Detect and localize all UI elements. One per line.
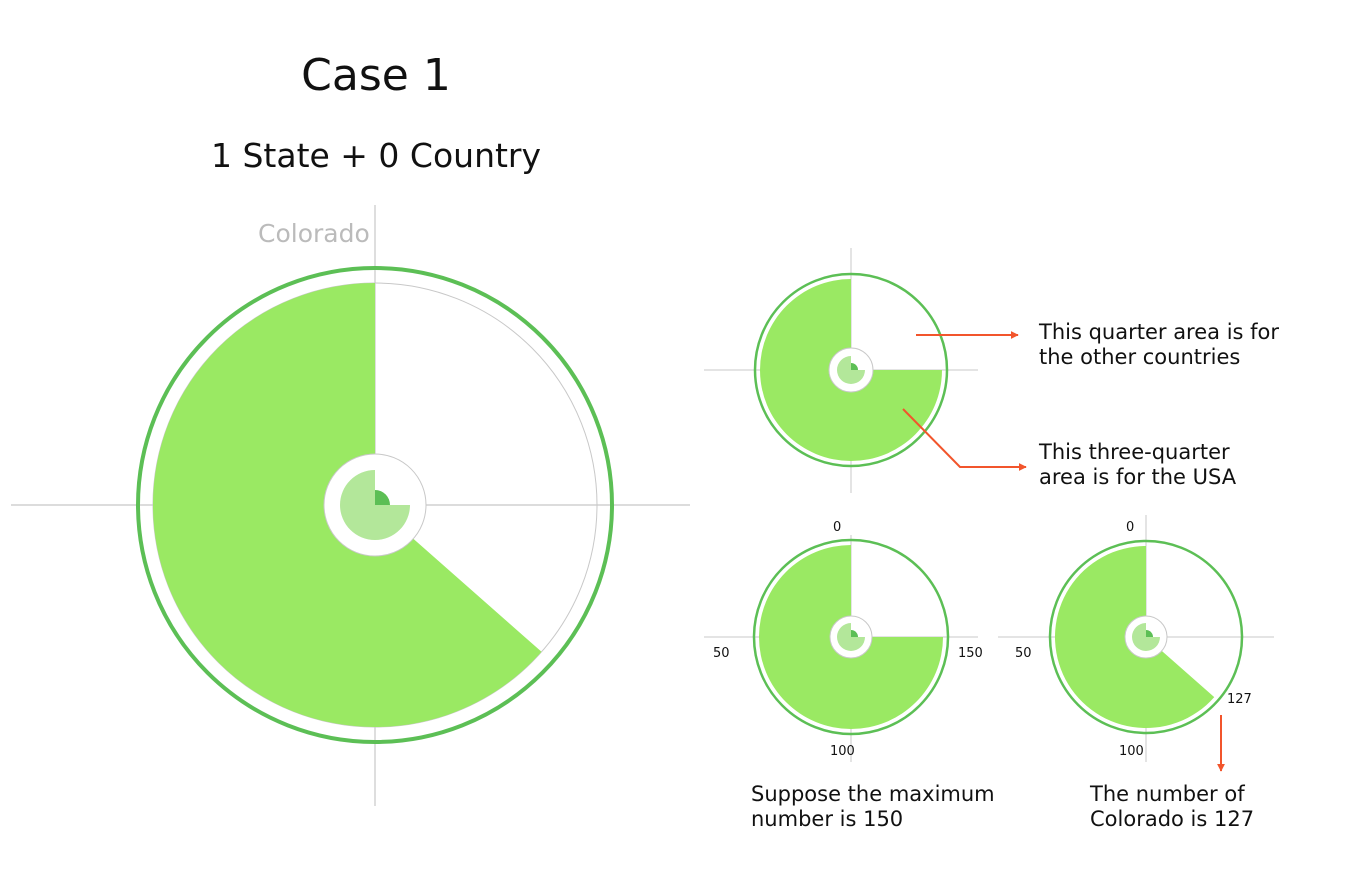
- colorado-annotation-line-2: Colorado is 127: [1090, 807, 1255, 831]
- max-annotation-line-1: Suppose the maximum: [751, 782, 995, 806]
- scale-example-chart: [704, 535, 978, 762]
- quarter-example-chart: [704, 248, 978, 493]
- quarter-annotation-line-2: the other countries: [1039, 345, 1241, 369]
- quarter-outer-ring: [753, 272, 949, 468]
- case-subtitle: 1 State + 0 Country: [210, 136, 542, 175]
- three-quarter-annotation-line-1: This three-quarter: [1039, 440, 1230, 464]
- three-quarter-annotation: This three-quarter area is for the USA: [1039, 440, 1236, 490]
- main-inner-dot: [375, 490, 390, 505]
- scale-outer-ring: [752, 538, 950, 736]
- three-quarter-arrow: [902, 408, 1027, 471]
- main-outer-ring: [136, 266, 614, 744]
- three-quarter-annotation-line-2: area is for the USA: [1039, 465, 1237, 489]
- value-tick-marker: 127: [1227, 692, 1252, 707]
- max-annotation: Suppose the maximum number is 150: [751, 782, 995, 832]
- scale-tick-bottom: 100: [830, 744, 855, 759]
- scale-tick-top: 0: [833, 520, 842, 535]
- value-tick-bottom: 100: [1119, 744, 1144, 759]
- max-annotation-line-2: number is 150: [751, 807, 904, 831]
- scale-tick-left: 50: [713, 646, 730, 661]
- quarter-annotation-line-1: This quarter area is for: [1039, 320, 1280, 344]
- value-inner-dot: [1146, 630, 1153, 637]
- value-example-chart: [998, 515, 1274, 762]
- main-radial-chart: [11, 205, 690, 806]
- colorado-annotation: The number of Colorado is 127: [1090, 782, 1254, 832]
- scale-inner-dot: [851, 630, 858, 637]
- colorado-annotation-line-1: The number of: [1090, 782, 1245, 806]
- scale-tick-right: 150: [958, 646, 983, 661]
- value-outer-ring: [1048, 539, 1244, 735]
- value-tick-top: 0: [1126, 520, 1135, 535]
- value-tick-left: 50: [1015, 646, 1032, 661]
- quarter-annotation: This quarter area is for the other count…: [1039, 320, 1279, 370]
- state-label: Colorado: [258, 219, 370, 248]
- quarter-inner-dot: [851, 363, 858, 370]
- page-title: Case 1: [301, 50, 451, 101]
